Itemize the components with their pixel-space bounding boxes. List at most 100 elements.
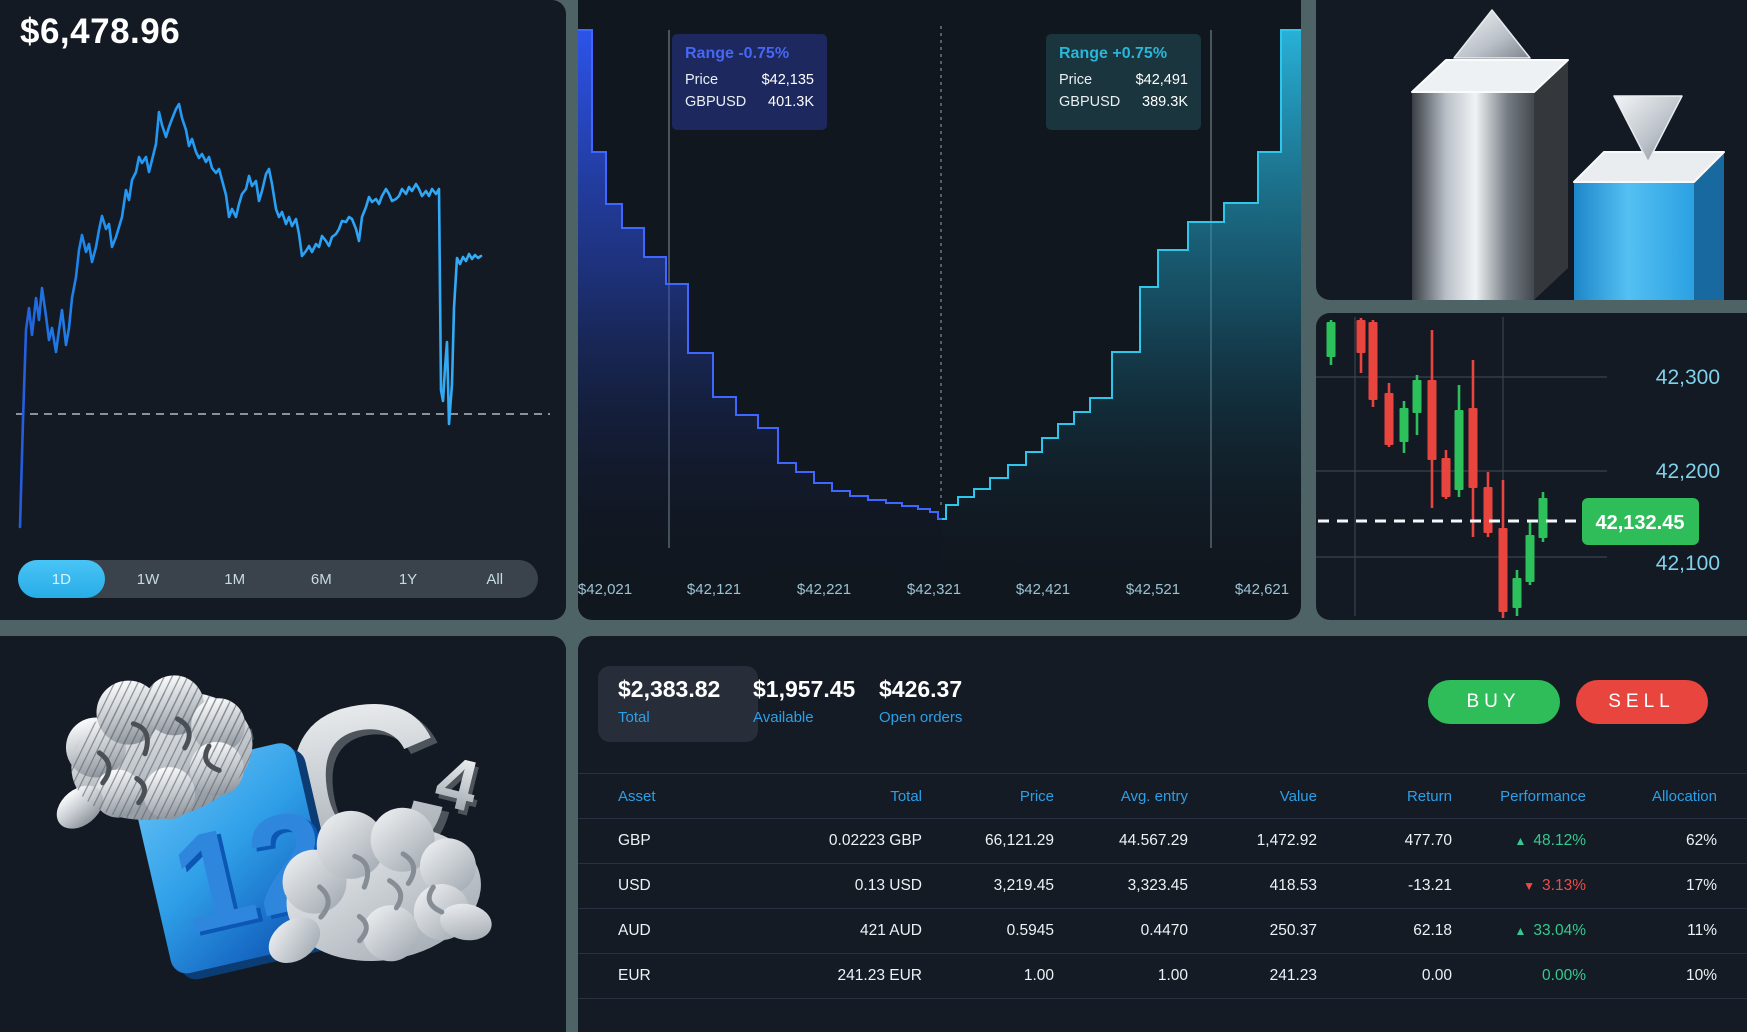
cell-avg-entry: 1.00 [1157, 967, 1188, 984]
available-value: $1,957.45 [753, 676, 856, 702]
silver-column-side [1534, 60, 1568, 300]
ask-pair-label: GBPUSD [1059, 94, 1121, 110]
header-allocation[interactable]: Allocation [1651, 787, 1717, 805]
cell-performance: ▲ 48.12% [1452, 832, 1586, 850]
open-orders-stat[interactable]: $426.37 Open orders [879, 676, 962, 726]
bid-range-title: Range -0.75% [685, 45, 790, 62]
ask-price-label: Price [1059, 72, 1093, 88]
total-value: $2,383.82 [618, 676, 721, 702]
header-value[interactable]: Value [1279, 787, 1317, 805]
header-total[interactable]: Total [890, 787, 922, 805]
cell-return: 0.00 [1421, 967, 1452, 984]
portfolio-line [18, 102, 483, 529]
current-price-value: 42,132.45 [1596, 512, 1685, 534]
available-stat[interactable]: $1,957.45 Available [753, 676, 855, 726]
axis-tick: $42,221 [796, 581, 852, 598]
cell-performance: ▼ 3.13% [1452, 877, 1586, 895]
buy-button[interactable]: BUY [1428, 680, 1560, 724]
table-row-aud[interactable]: AUD 421 AUD 0.5945 0.4470 250.37 62.18 ▲… [578, 909, 1747, 954]
range-6m[interactable]: 6M [310, 570, 332, 588]
cell-performance: ▲ 33.04% [1452, 922, 1586, 940]
table-row-usd[interactable]: USD 0.13 USD 3,219.45 3,323.45 418.53 -1… [578, 864, 1747, 909]
depth-chart[interactable] [578, 0, 1301, 620]
cell-return: -13.21 [1408, 877, 1452, 894]
range-all[interactable]: All [486, 570, 504, 588]
bid-depth-area [578, 30, 942, 577]
portfolio-balance: $6,478.96 [20, 12, 181, 51]
range-1m[interactable]: 1M [224, 570, 246, 588]
table-row-eur[interactable]: EUR 241.23 EUR 1.00 1.00 241.23 0.00 0.0… [578, 954, 1747, 999]
blue-column-top [1573, 151, 1725, 183]
trend-up-icon: ▲ [1514, 924, 1527, 938]
portfolio-line-chart[interactable] [0, 0, 566, 620]
current-price-badge: 42,132.45 [1582, 498, 1699, 545]
cell-total: 0.13 USD [854, 877, 922, 894]
axis-tick: $42,021 [578, 581, 633, 598]
perf-pct: 48.12% [1533, 832, 1586, 849]
positions-table: Asset Total Price Avg. entry Value Retur… [578, 773, 1747, 999]
range-1y[interactable]: 1Y [398, 570, 418, 588]
header-avg-entry[interactable]: Avg. entry [1120, 787, 1188, 805]
open-orders-value: $426.37 [879, 676, 963, 702]
header-price[interactable]: Price [1019, 787, 1054, 805]
cell-asset: GBP [618, 832, 651, 849]
cell-price: 3,219.45 [993, 877, 1054, 894]
brain-right [268, 807, 492, 964]
axis-tick: $42,421 [1015, 581, 1071, 598]
sell-button[interactable]: SELL [1576, 680, 1708, 724]
cell-avg-entry: 3,323.45 [1127, 877, 1188, 894]
ask-price-value: $42,491 [1135, 72, 1188, 88]
cell-value: 250.37 [1269, 922, 1317, 939]
range-1d[interactable]: 1D [18, 560, 105, 598]
cell-avg-entry: 0.4470 [1140, 922, 1188, 939]
silver-column-top [1411, 59, 1569, 93]
depth-chart-panel: Range -0.75% Price $42,135 GBPUSD 401.3K… [578, 0, 1301, 620]
bid-price-label: Price [685, 72, 719, 88]
perf-pct: 33.04% [1533, 922, 1586, 939]
down-arrow-prism [1613, 95, 1683, 163]
cell-total: 241.23 EUR [837, 967, 922, 984]
range-1w[interactable]: 1W [136, 570, 160, 588]
range-selector: 1D 1W 1M 6M 1Y All [18, 560, 538, 598]
cell-allocation: 62% [1685, 832, 1717, 849]
positions-table-header: Asset Total Price Avg. entry Value Retur… [578, 773, 1747, 819]
account-panel: $2,383.82 Total $1,957.45 Available $426… [578, 636, 1747, 1032]
cell-allocation: 10% [1685, 967, 1717, 984]
total-label: Total [618, 709, 650, 726]
cell-total: 421 AUD [859, 922, 922, 939]
cell-price: 1.00 [1023, 967, 1054, 984]
perf-pct: 3.13% [1542, 877, 1586, 894]
numbers-illustration-panel: C C 5 5 12 12 [0, 636, 566, 1032]
numbers-illustration: C C 5 5 12 12 [56, 650, 492, 980]
cell-avg-entry: 44.567.29 [1119, 832, 1188, 849]
open-orders-label: Open orders [879, 709, 963, 726]
ask-range-tooltip: Range +0.75% Price $42,491 GBPUSD 389.3K [1046, 34, 1201, 130]
price-tick-42300: 42,300 [1656, 366, 1720, 389]
candlestick-chart[interactable]: 42,300 42,200 42,100 42,132.45 [1316, 313, 1747, 620]
cell-allocation: 17% [1685, 877, 1717, 894]
available-label: Available [753, 709, 814, 726]
table-row-gbp[interactable]: GBP 0.02223 GBP 66,121.29 44.567.29 1,47… [578, 819, 1747, 864]
header-performance[interactable]: Performance [1500, 787, 1586, 805]
axis-tick: $42,121 [686, 581, 742, 598]
ask-volume-value: 389.3K [1142, 94, 1188, 110]
blue-column-side [1694, 152, 1724, 300]
header-asset[interactable]: Asset [618, 787, 656, 805]
ask-depth-line [942, 29, 1301, 520]
cell-price: 0.5945 [1006, 922, 1054, 939]
trend-down-icon: ▼ [1523, 879, 1536, 893]
cell-asset: USD [618, 877, 651, 894]
brain-left [56, 675, 253, 829]
silver-column-front [1412, 92, 1534, 300]
bid-price-value: $42,135 [761, 72, 814, 88]
price-tick-42100: 42,100 [1656, 552, 1720, 575]
perf-pct: 0.00% [1542, 967, 1586, 984]
header-return[interactable]: Return [1406, 787, 1452, 805]
axis-tick: $42,621 [1234, 581, 1290, 598]
columns-illustration-panel [1316, 0, 1747, 300]
bid-depth-line [578, 29, 942, 520]
candles [1326, 318, 1548, 618]
total-stat-card[interactable]: $2,383.82 Total [598, 666, 758, 742]
blue-column-front [1574, 182, 1694, 300]
